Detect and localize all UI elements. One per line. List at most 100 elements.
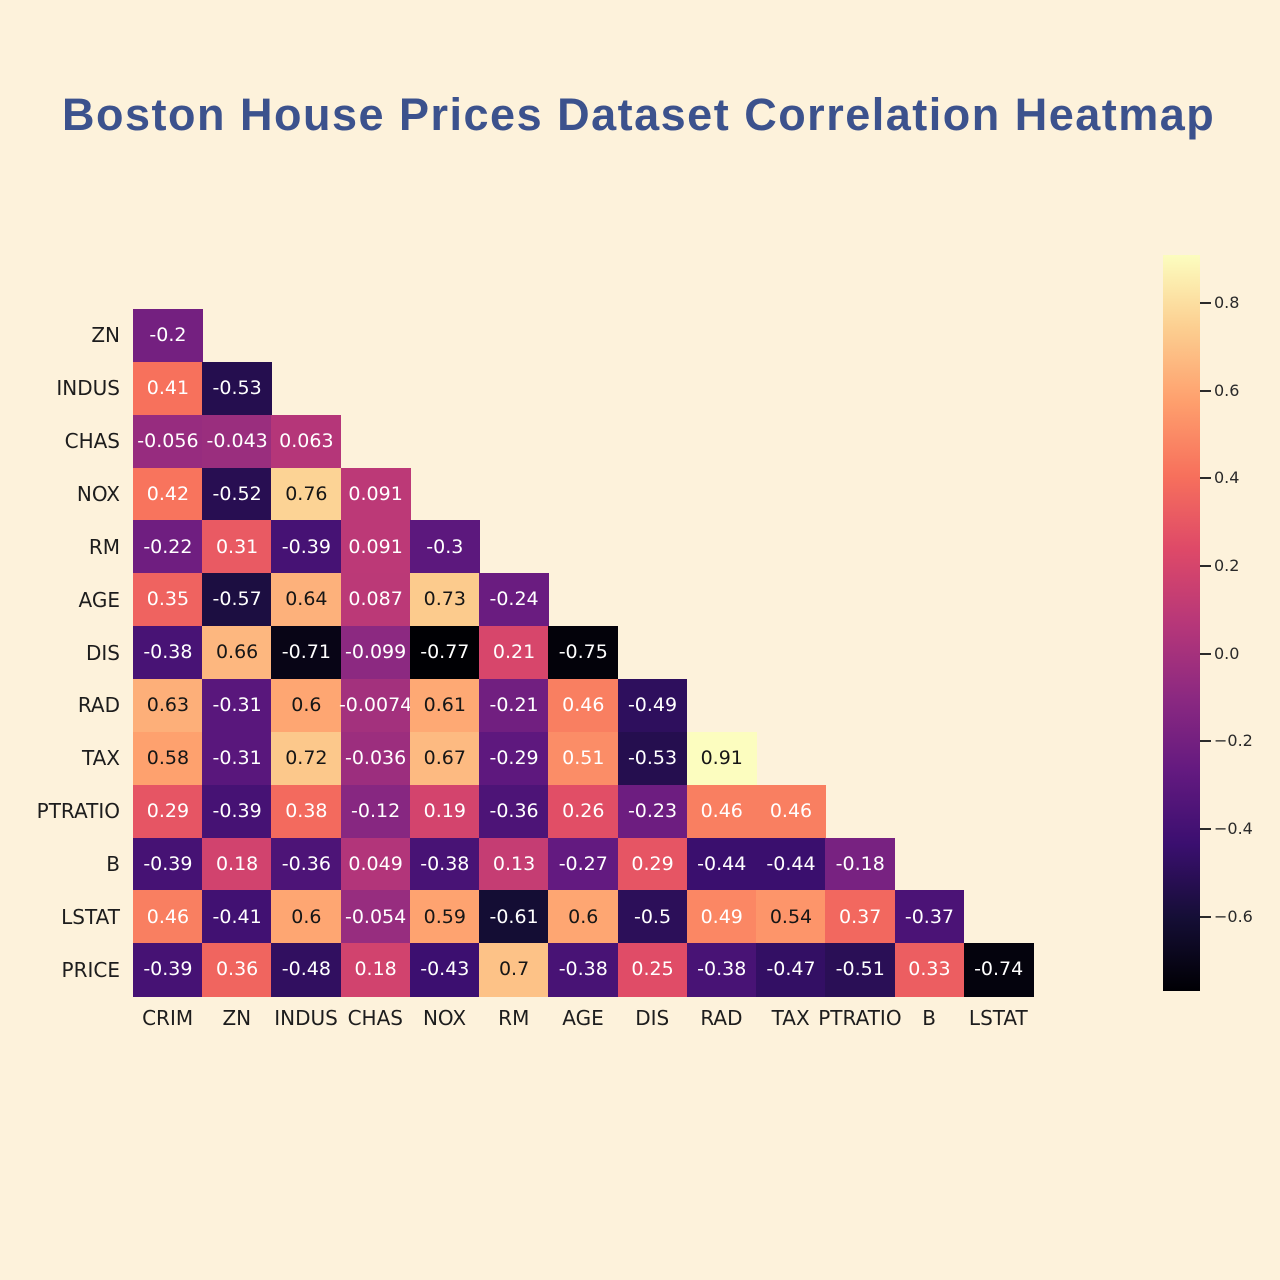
x-axis-label: CHAS — [347, 1006, 403, 1031]
heatmap-cell: 0.66 — [202, 626, 273, 680]
heatmap-cell: -0.53 — [202, 361, 273, 416]
heatmap-cell: 0.31 — [202, 520, 273, 574]
heatmap-cell: -0.31 — [202, 678, 273, 733]
y-axis-label: NOX — [76, 481, 120, 506]
heatmap-cell: -0.043 — [202, 414, 273, 469]
heatmap-cell: -0.39 — [271, 520, 342, 574]
colorbar-tick-mark — [1200, 827, 1211, 830]
heatmap-cell: -0.31 — [202, 731, 273, 786]
heatmap-cell: 0.29 — [133, 784, 203, 839]
heatmap-cell: -0.39 — [133, 943, 203, 997]
heatmap-cell: -0.43 — [409, 943, 480, 997]
x-axis-label: RAD — [700, 1006, 743, 1031]
y-axis-label: B — [106, 851, 120, 876]
colorbar-tick-label: 0.6 — [1214, 380, 1240, 400]
heatmap-cell: 0.29 — [617, 837, 688, 891]
heatmap-cell: -0.38 — [548, 943, 619, 997]
heatmap-cell: -0.41 — [202, 890, 273, 944]
x-axis-label: INDUS — [274, 1006, 338, 1031]
heatmap-cell: -0.44 — [756, 837, 826, 891]
heatmap-cell: -0.49 — [617, 678, 688, 733]
x-axis-label: LSTAT — [968, 1006, 1028, 1031]
colorbar-tick-label: 0.2 — [1214, 556, 1240, 576]
heatmap-cell: 0.6 — [271, 890, 342, 944]
x-axis-label: ZN — [222, 1006, 252, 1031]
heatmap-cell: 0.35 — [133, 573, 203, 627]
heatmap-cell: -0.054 — [340, 890, 411, 944]
colorbar-tick-label: −0.6 — [1214, 906, 1253, 926]
heatmap-cell: -0.74 — [963, 943, 1034, 997]
heatmap-cell: -0.036 — [340, 731, 411, 786]
heatmap-cell: -0.23 — [617, 784, 688, 839]
heatmap-cell: 0.46 — [548, 678, 619, 733]
x-axis-label: CRIM — [142, 1006, 194, 1031]
heatmap-cell: 0.33 — [894, 943, 965, 997]
heatmap-cell: -0.3 — [409, 520, 480, 574]
heatmap-cell: -0.099 — [340, 626, 411, 680]
heatmap-cell: -0.056 — [133, 414, 203, 469]
heatmap-cell: 0.18 — [202, 837, 273, 891]
heatmap-cell: 0.13 — [479, 837, 549, 891]
colorbar-tick-mark — [1200, 389, 1211, 392]
colorbar-tick-mark — [1200, 565, 1211, 568]
heatmap-cell: -0.36 — [271, 837, 342, 891]
heatmap-cell: -0.5 — [617, 890, 688, 944]
heatmap-cell: -0.57 — [202, 573, 273, 627]
heatmap-cell: -0.29 — [479, 731, 549, 786]
heatmap-cell: 0.063 — [271, 414, 342, 469]
heatmap-cell: -0.77 — [409, 626, 480, 680]
colorbar-tick-mark — [1200, 652, 1211, 655]
heatmap-cell: -0.48 — [271, 943, 342, 997]
colorbar-gradient — [1163, 255, 1200, 991]
heatmap-cell: -0.53 — [617, 731, 688, 786]
colorbar-tick-mark — [1200, 740, 1211, 743]
heatmap-cell: 0.42 — [133, 467, 203, 521]
heatmap-cell: 0.7 — [479, 943, 549, 997]
heatmap-cell: 0.091 — [340, 520, 411, 574]
heatmap-cell: 0.64 — [271, 573, 342, 627]
colorbar-tick-mark — [1200, 302, 1211, 305]
heatmap-cell: -0.38 — [133, 626, 203, 680]
heatmap-cell: 0.51 — [548, 731, 619, 786]
heatmap-cell: -0.37 — [894, 890, 965, 944]
heatmap-cell: 0.91 — [686, 731, 757, 786]
y-axis-label: ZN — [91, 323, 120, 348]
colorbar-tick-label: 0.0 — [1214, 643, 1240, 663]
heatmap-cell: -0.47 — [756, 943, 826, 997]
heatmap-cell: -0.0074 — [339, 678, 412, 733]
y-axis-label: AGE — [78, 587, 120, 612]
heatmap-cell: 0.049 — [340, 837, 411, 891]
heatmap-cell: -0.2 — [133, 309, 203, 363]
x-axis-label: TAX — [771, 1006, 810, 1031]
colorbar-tick-mark — [1200, 915, 1211, 918]
heatmap-cell: -0.18 — [825, 837, 896, 891]
heatmap-cell: 0.18 — [340, 943, 411, 997]
heatmap-cell: 0.091 — [340, 467, 411, 521]
y-axis-label: PRICE — [61, 957, 120, 982]
heatmap-cell: 0.21 — [479, 626, 549, 680]
y-axis-label: LSTAT — [61, 904, 120, 929]
heatmap-cell: -0.36 — [479, 784, 549, 839]
colorbar-tick-label: 0.8 — [1214, 293, 1240, 313]
heatmap-cell: -0.38 — [409, 837, 480, 891]
x-axis-label: AGE — [562, 1006, 604, 1031]
heatmap-cell: -0.39 — [202, 784, 273, 839]
colorbar-tick-mark — [1200, 477, 1211, 480]
x-axis-label: DIS — [635, 1006, 670, 1031]
heatmap-cell: 0.37 — [825, 890, 896, 944]
heatmap-cell: -0.39 — [133, 837, 203, 891]
heatmap-cell: 0.63 — [133, 678, 203, 733]
heatmap-cell: 0.26 — [548, 784, 619, 839]
heatmap-cell: 0.61 — [409, 678, 480, 733]
heatmap-cell: -0.21 — [479, 678, 549, 733]
heatmap-cell: -0.38 — [686, 943, 757, 997]
heatmap-cell: 0.46 — [686, 784, 757, 839]
heatmap-cell: -0.27 — [548, 837, 619, 891]
heatmap-cell: 0.59 — [409, 890, 480, 944]
heatmap-cell: -0.44 — [686, 837, 757, 891]
heatmap-cell: 0.6 — [548, 890, 619, 944]
y-axis-label: INDUS — [56, 376, 120, 401]
heatmap-cell: 0.25 — [617, 943, 688, 997]
x-axis-label: B — [922, 1006, 936, 1031]
heatmap-cell: 0.46 — [133, 890, 203, 944]
